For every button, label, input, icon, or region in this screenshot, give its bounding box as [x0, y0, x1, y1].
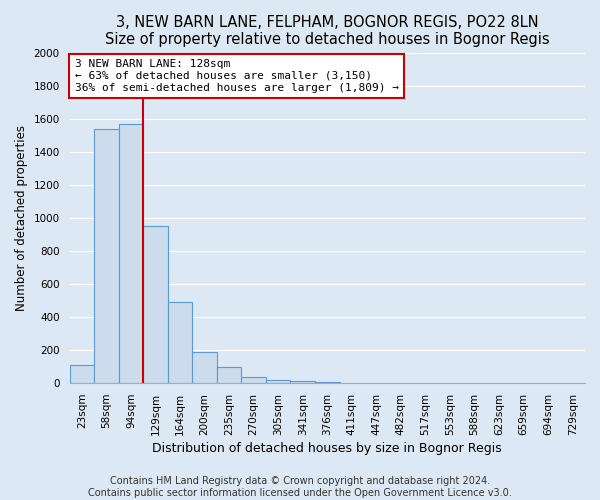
Bar [192, 352, 217, 383]
Text: Contains HM Land Registry data © Crown copyright and database right 2024.
Contai: Contains HM Land Registry data © Crown c… [88, 476, 512, 498]
Text: 3 NEW BARN LANE: 128sqm
← 63% of detached houses are smaller (3,150)
36% of semi: 3 NEW BARN LANE: 128sqm ← 63% of detache… [74, 60, 398, 92]
Bar [143, 226, 168, 383]
Bar [168, 302, 192, 383]
Title: 3, NEW BARN LANE, FELPHAM, BOGNOR REGIS, PO22 8LN
Size of property relative to d: 3, NEW BARN LANE, FELPHAM, BOGNOR REGIS,… [105, 15, 550, 48]
Bar [70, 365, 94, 383]
Bar [119, 124, 143, 383]
Bar [315, 382, 340, 383]
Y-axis label: Number of detached properties: Number of detached properties [15, 125, 28, 311]
Bar [290, 380, 315, 383]
Bar [241, 378, 266, 383]
Bar [217, 366, 241, 383]
Bar [94, 128, 119, 383]
X-axis label: Distribution of detached houses by size in Bognor Regis: Distribution of detached houses by size … [152, 442, 502, 455]
Bar [266, 380, 290, 383]
